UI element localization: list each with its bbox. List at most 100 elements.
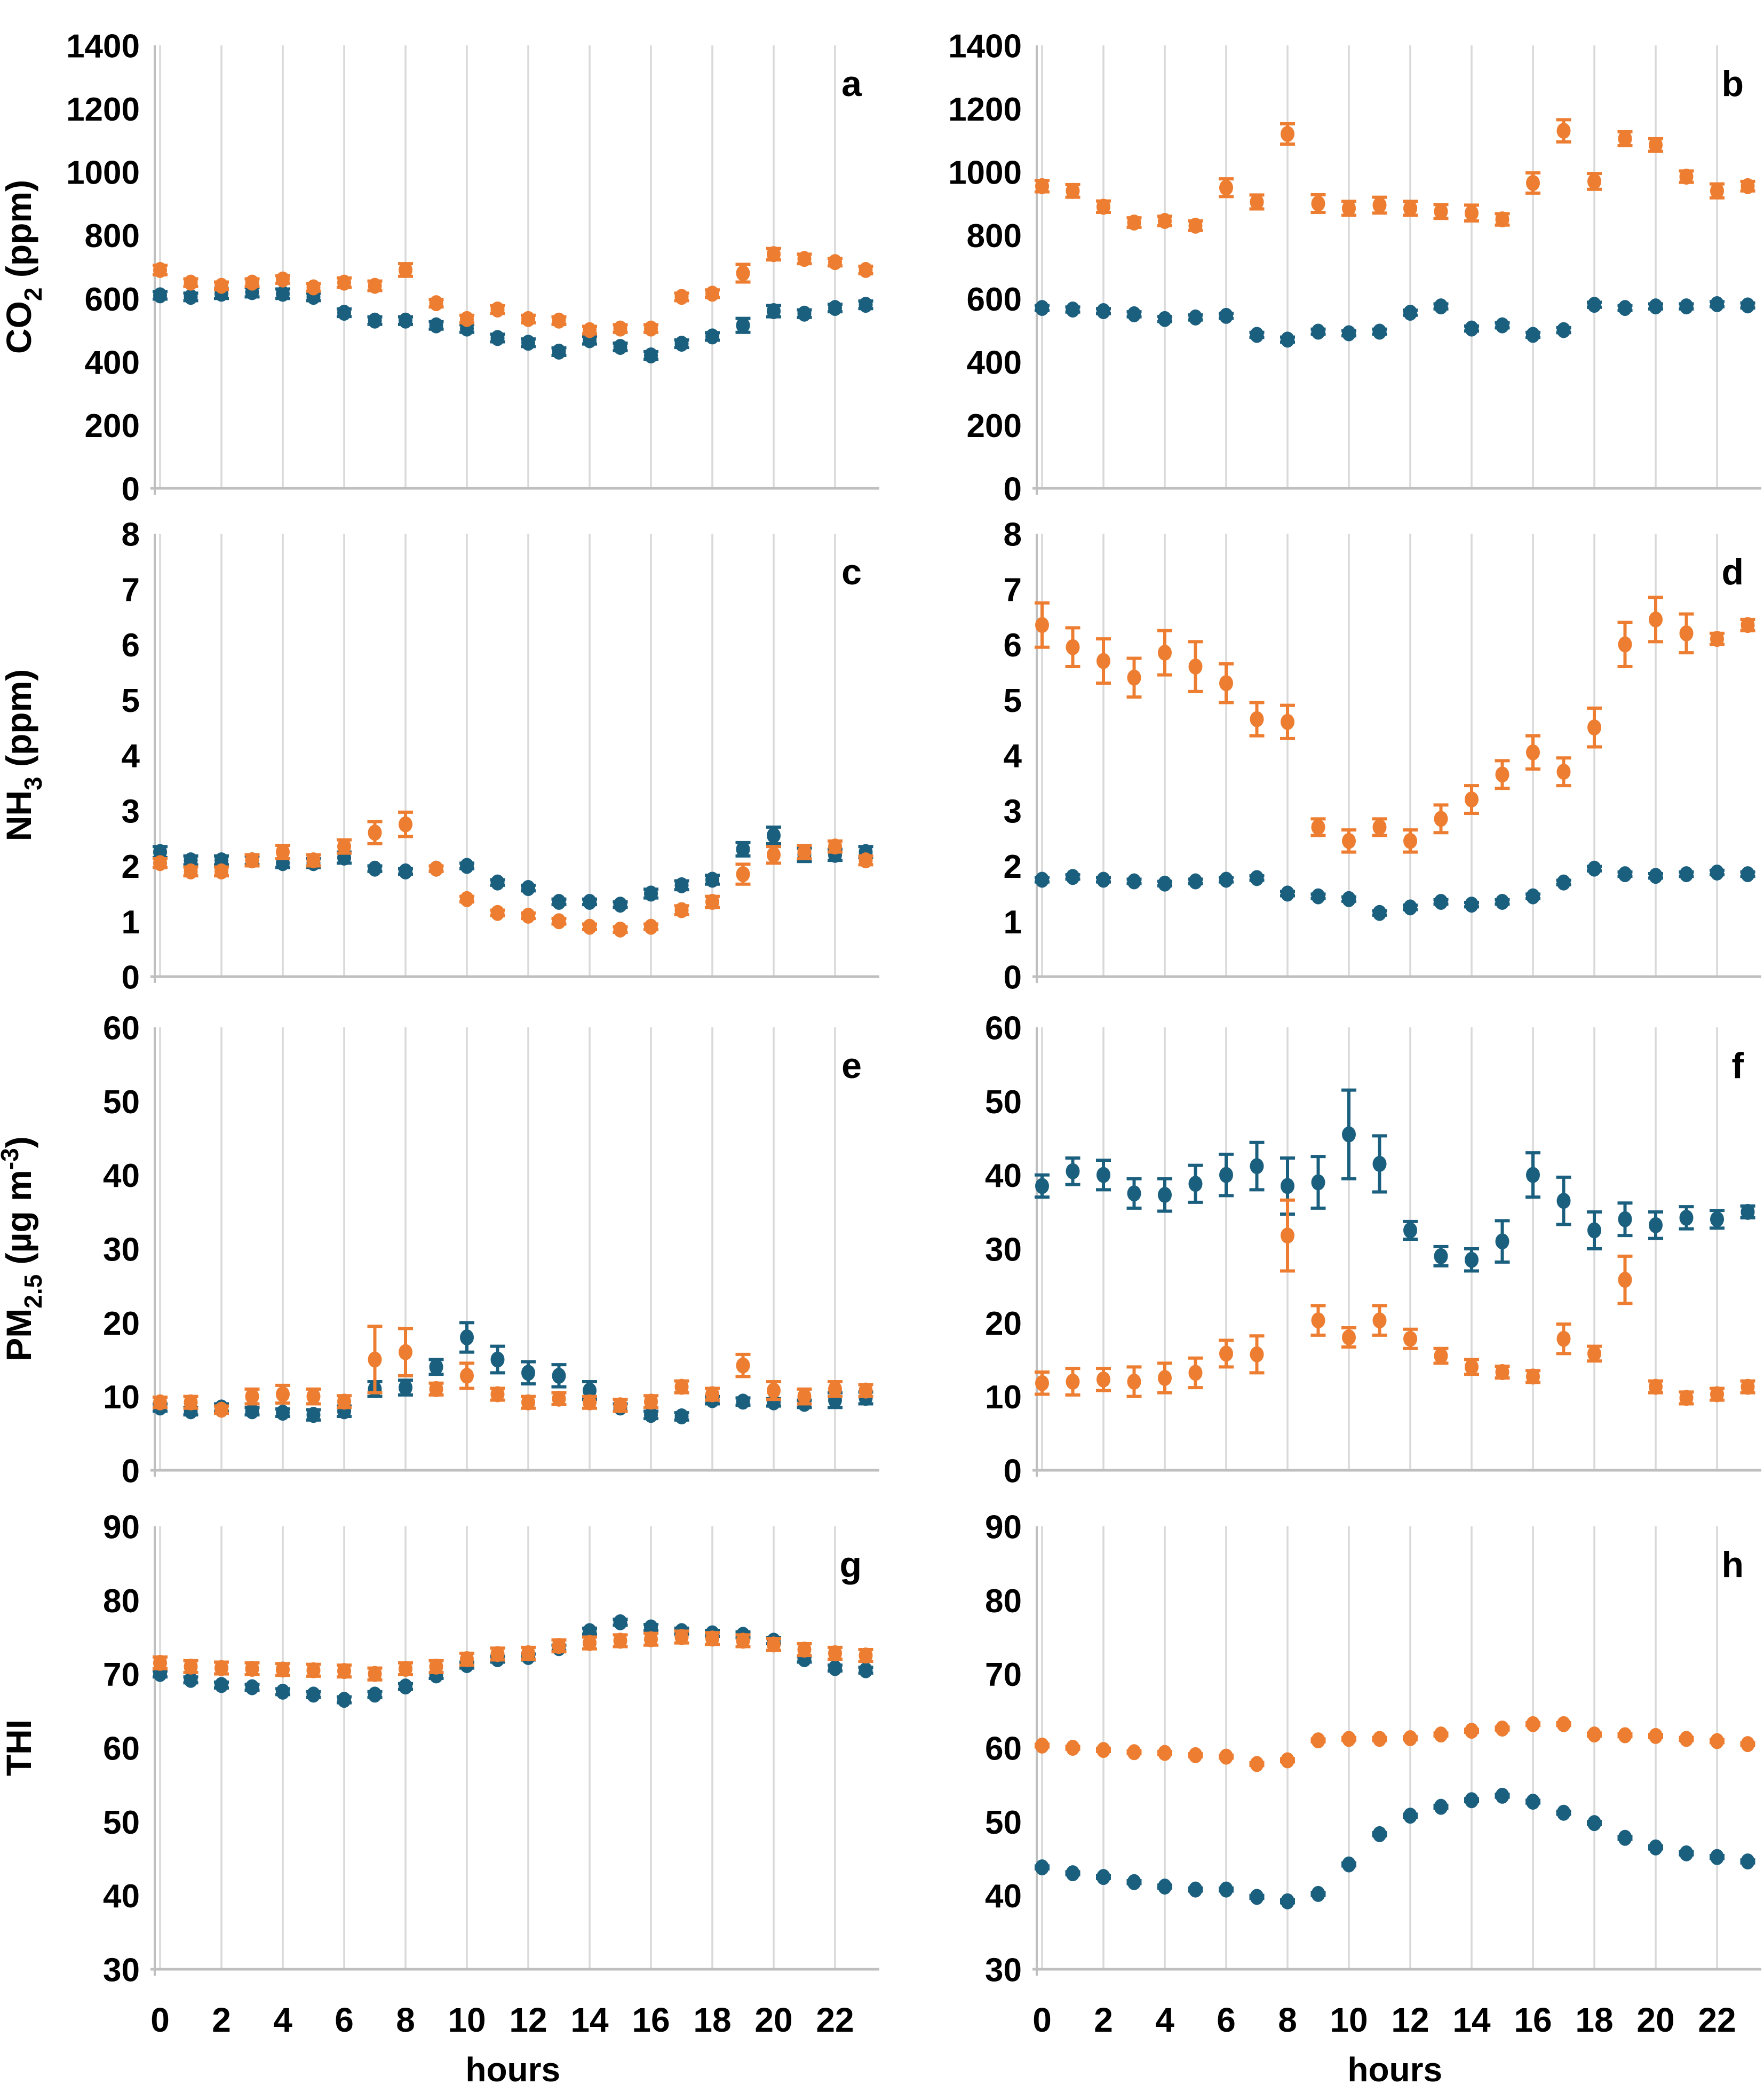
panel-letter: a [841,64,862,104]
data-point-blue [1618,300,1632,316]
data-point-orange [1495,766,1509,783]
y-tick-label: 1200 [66,91,140,128]
y-tick-label: 50 [985,1804,1022,1841]
data-point-orange [736,1633,750,1649]
panel-b: 0 200 400 600 800 1000 1200 1400 b [948,28,1761,508]
data-point-orange [1158,213,1172,229]
data-point-orange [1679,1731,1694,1747]
data-point-orange [1250,194,1264,210]
x-tick-label: 2 [212,2001,231,2039]
data-point-orange [1465,1723,1479,1739]
data-point-blue [674,877,689,893]
data-point-orange [1741,178,1755,194]
data-point-orange [1679,169,1694,185]
data-point-orange [797,844,812,860]
y-tick-label: 40 [985,1158,1022,1194]
data-point-blue [1342,891,1356,907]
data-point-orange [460,1367,474,1384]
data-point-blue [1649,1217,1663,1233]
data-point-blue [1403,304,1417,321]
data-point-orange [1649,611,1663,628]
panel-a: 0 200 400 600 800 1000 1200 1400 a CO2 (ppm) [0,28,879,508]
y-tick-label: 5 [1004,683,1022,719]
data-point-blue [1465,1251,1479,1268]
y-tick-label: 1000 [66,155,140,192]
data-point-orange [644,320,658,337]
data-point-orange [1587,1345,1601,1362]
data-point-blue [1372,323,1387,340]
data-point-orange [1342,833,1356,849]
data-point-blue [1035,1859,1049,1876]
y-tick-label: 4 [1004,738,1022,775]
y-tick-label: 4 [122,738,140,775]
y-tick-label: 0 [122,1453,140,1490]
y-tick-label: 60 [985,1010,1022,1047]
data-point-blue [859,1662,873,1678]
x-tick-label: 18 [1575,2001,1613,2039]
data-point-orange [1710,631,1724,647]
y-tick-label: 0 [1004,1453,1022,1490]
panel-h: 30 40 50 60 70 80 90 h 0 2 4 6 8 10 12 14 16 18 20 22 hours [985,1509,1761,2089]
data-point-orange [337,838,351,855]
data-point-orange [1188,1365,1203,1381]
data-point-orange [1618,130,1632,147]
data-point-orange [1741,617,1755,633]
data-point-blue [1035,1178,1049,1194]
data-point-blue [828,300,842,316]
data-point-blue [1679,1209,1694,1226]
data-point-blue [1188,873,1203,890]
y-tick-label: 6 [1004,627,1022,664]
panel-letter: e [841,1045,862,1086]
data-point-orange [797,1388,812,1405]
data-point-orange [1096,653,1110,669]
data-point-blue [1250,1889,1264,1905]
y-tick-label: 8 [1004,517,1022,553]
x-tick-label: 16 [1514,2001,1552,2039]
data-point-blue [1250,870,1264,886]
data-point-blue [1250,327,1264,343]
data-point-orange [1526,744,1540,760]
data-point-orange [1188,1747,1203,1763]
data-point-orange [1372,197,1387,213]
data-point-orange [1526,175,1540,191]
data-point-orange [1372,1312,1387,1329]
data-point-orange [1403,200,1417,217]
data-point-orange [490,1386,505,1402]
data-point-orange [1372,1731,1387,1747]
data-point-orange [184,863,198,879]
data-point-orange [1741,1378,1755,1395]
y-tick-label: 60 [103,1010,140,1047]
data-point-orange [214,1401,228,1418]
data-point-blue [306,1686,321,1703]
y-tick-label: 1 [1004,904,1022,941]
y-tick-label: 2 [122,849,140,885]
data-point-blue [1434,1248,1448,1264]
data-point-blue [736,841,750,858]
data-point-blue [1649,868,1663,884]
y-tick-label: 50 [103,1084,140,1121]
data-point-blue [1710,296,1724,312]
y-tick-label: 80 [103,1583,140,1620]
data-point-orange [1066,639,1080,655]
data-point-blue [1311,1885,1325,1902]
data-point-blue [1127,306,1141,322]
data-point-orange [1556,1716,1571,1732]
data-point-blue [1556,1193,1571,1209]
data-point-orange [153,1394,167,1410]
data-point-blue [644,1407,658,1423]
data-point-orange [1587,173,1601,189]
x-tick-label: 12 [509,2001,547,2039]
data-point-blue [399,1380,412,1396]
data-point-orange [1495,1721,1509,1737]
data-point-blue [1096,871,1110,888]
data-point-blue [1587,1222,1601,1239]
data-point-blue [1679,1845,1694,1861]
panel-c: 0 1 2 3 4 5 6 7 8 c NH3 (ppm) [0,517,879,996]
y-tick-label: 90 [985,1509,1022,1546]
data-point-orange [1741,1736,1755,1753]
data-point-orange [1127,215,1141,231]
data-point-orange [460,891,474,907]
y-tick-label: 3 [122,793,140,830]
data-point-orange [429,1658,443,1675]
